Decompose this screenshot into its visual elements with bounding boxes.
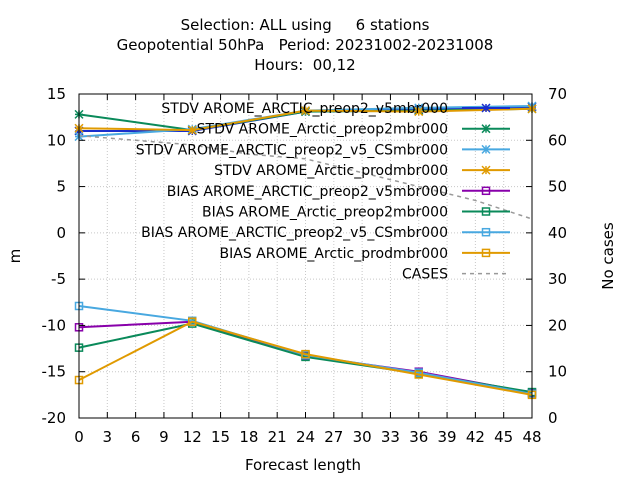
x-tick-label: 9 (159, 428, 169, 446)
legend-label: STDV AROME_ARCTIC_preop2_v5_CSmbr000 (136, 142, 448, 158)
square-marker (481, 248, 491, 258)
y2-tick-label: 20 (548, 316, 567, 334)
y-tick-label: 10 (47, 131, 66, 149)
x-tick-label: 45 (494, 428, 513, 446)
y-axis-label: m (6, 249, 24, 264)
y-tick-label: 5 (56, 178, 66, 196)
chart-title-line-1: Selection: ALL using 6 stations (180, 16, 430, 34)
x-tick-label: 48 (522, 428, 541, 446)
x-tick-label: 3 (103, 428, 113, 446)
square-marker (481, 227, 491, 237)
y-tick-label: -20 (42, 409, 67, 427)
asterisk-marker (481, 103, 491, 113)
y2-tick-label: 0 (548, 409, 558, 427)
legend: STDV AROME_ARCTIC_preop2_v5mbr000 STDV AR… (136, 101, 510, 283)
legend-label: BIAS AROME_Arctic_preop2mbr000 (202, 205, 448, 221)
legend-label: STDV AROME_Arctic_preop2mbr000 (197, 122, 448, 138)
x-tick-label: 39 (438, 428, 457, 446)
y2-tick-label: 40 (548, 224, 567, 242)
x-tick-label: 36 (409, 428, 428, 446)
series-line (78, 320, 533, 396)
legend-label: BIAS AROME_Arctic_prodmbr000 (220, 246, 448, 262)
square-marker (481, 186, 491, 196)
square-marker (301, 349, 310, 359)
y2-tick-label: 10 (548, 363, 567, 381)
axis-layer: 0 3 6 9 12 15 18 21 24 27 30 33 36 39 42 45 48-20-15-10-… (42, 85, 568, 446)
y2-tick-label: 60 (548, 131, 567, 149)
x-tick-label: 30 (353, 428, 372, 446)
y-tick-label: -5 (51, 270, 66, 288)
y2-tick-label: 70 (548, 85, 567, 103)
y2-axis-label: No cases (599, 222, 617, 290)
square-marker (414, 370, 423, 379)
x-tick-label: 18 (239, 428, 258, 446)
x-tick-label: 15 (211, 428, 230, 446)
chart-title-line-2: Geopotential 50hPa Period: 20231002-2023… (116, 36, 494, 54)
series-line (78, 134, 533, 220)
legend-label: CASES (402, 267, 448, 283)
y-tick-label: 15 (47, 85, 66, 103)
legend-label: BIAS AROME_ARCTIC_preop2_v5mbr000 (167, 184, 448, 200)
asterisk-marker (481, 124, 491, 134)
square-marker (481, 207, 491, 216)
y-tick-label: 0 (56, 224, 66, 242)
y-tick-label: -10 (42, 316, 67, 334)
x-tick-label: 24 (296, 428, 315, 446)
asterisk-marker (481, 144, 491, 154)
legend-label: STDV AROME_Arctic_prodmbr000 (214, 163, 448, 179)
asterisk-marker (300, 106, 311, 116)
y-tick-label: -15 (42, 363, 67, 381)
legend-label: STDV AROME_ARCTIC_preop2_v5mbr000 (161, 101, 448, 117)
x-tick-label: 12 (183, 428, 202, 446)
x-tick-label: 33 (381, 428, 400, 446)
chart-title-line-3: Hours: 00,12 (254, 56, 356, 74)
x-axis-label: Forecast length (245, 456, 361, 474)
y2-tick-label: 50 (548, 178, 567, 196)
x-tick-label: 0 (74, 428, 84, 446)
x-tick-label: 21 (268, 428, 287, 446)
square-marker (188, 317, 197, 326)
asterisk-marker (414, 107, 424, 117)
asterisk-marker (187, 125, 197, 135)
x-tick-label: 27 (324, 428, 343, 446)
asterisk-marker (481, 165, 491, 175)
legend-label: BIAS AROME_ARCTIC_preop2_v5_CSmbr000 (141, 225, 448, 241)
grid-layer (79, 94, 532, 418)
y2-tick-label: 30 (548, 270, 567, 288)
x-tick-label: 42 (466, 428, 485, 446)
x-tick-label: 6 (131, 428, 141, 446)
